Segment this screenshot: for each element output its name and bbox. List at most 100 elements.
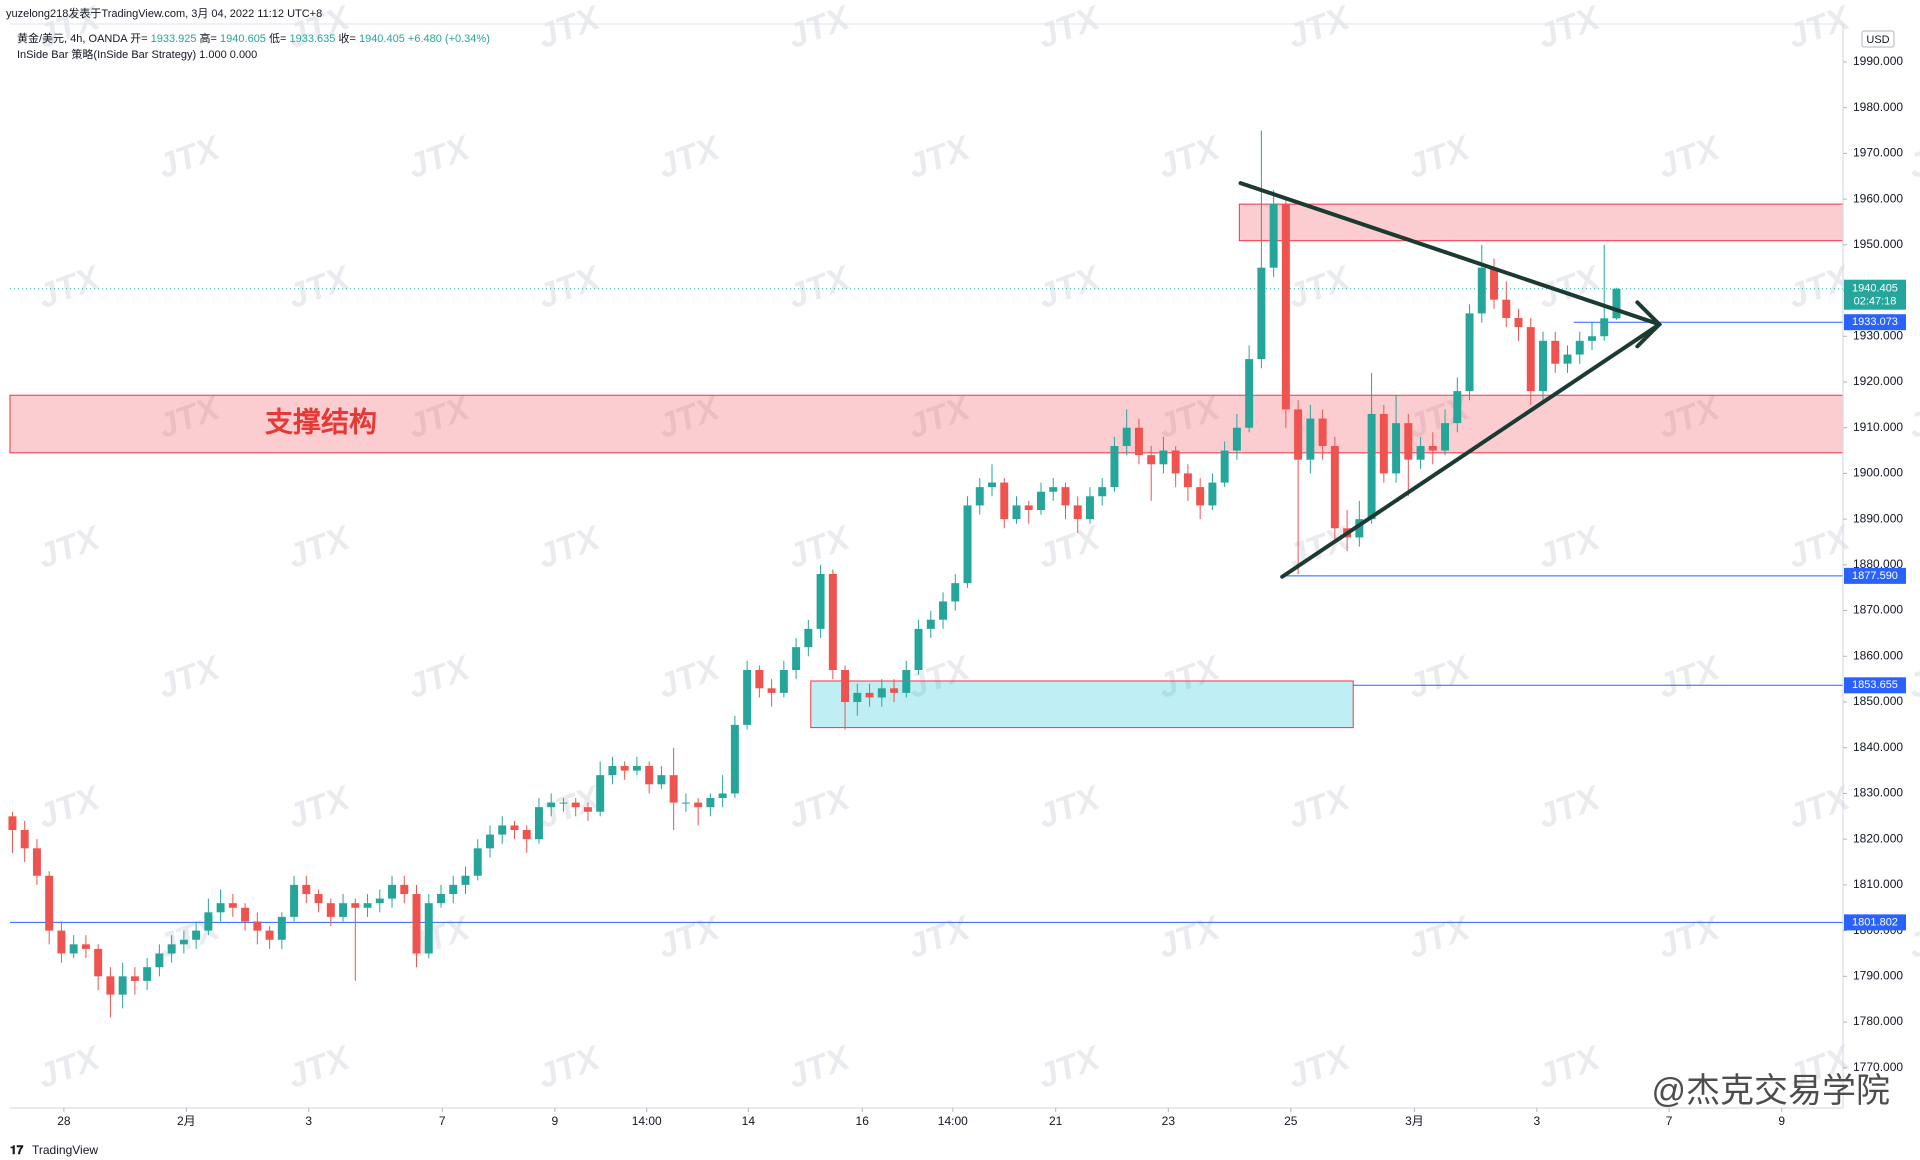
candle-body: [596, 775, 605, 812]
candle-body: [877, 688, 886, 698]
candle-body: [314, 894, 323, 904]
candle-body: [951, 583, 960, 602]
y-tick-label: 1780.000: [1853, 1014, 1903, 1028]
candle-body: [498, 825, 507, 835]
candle-body: [155, 953, 164, 968]
price-label-box: [1844, 677, 1906, 694]
y-tick-label: 1770.000: [1853, 1060, 1903, 1074]
candle-body: [449, 884, 458, 895]
price-label: 1933.073: [1852, 316, 1898, 328]
trendline: [1238, 181, 1662, 327]
candle-body: [69, 944, 78, 954]
candle-body: [1012, 505, 1021, 520]
candle-body: [804, 628, 813, 648]
y-tick-label: 1870.000: [1853, 603, 1903, 617]
y-tick-label: 1980.000: [1853, 100, 1903, 114]
price-label: 1877.590: [1852, 570, 1898, 582]
candle-body: [510, 825, 519, 831]
x-tick-label: 9: [1778, 1114, 1785, 1128]
candle-body: [1355, 519, 1364, 538]
candle-body: [143, 967, 152, 981]
y-tick-label: 1860.000: [1853, 648, 1903, 662]
x-tick-label: 14:00: [632, 1114, 662, 1128]
plot-area: 支撑结构: [8, 130, 1844, 1018]
y-tick-label: 1840.000: [1853, 740, 1903, 754]
x-tick-label: 21: [1049, 1114, 1063, 1128]
candle-body: [1000, 482, 1009, 520]
candle-body: [841, 670, 850, 703]
footer-logo: 𝟏𝟕: [10, 1143, 24, 1157]
footer: TradingView: [32, 1143, 98, 1157]
candle-body: [57, 930, 66, 954]
candle-body: [694, 802, 703, 808]
candle-body: [718, 793, 727, 799]
x-tick-label: 9: [552, 1114, 559, 1128]
price-label: 1801.802: [1852, 916, 1898, 928]
candle-body: [583, 807, 592, 812]
candle-body: [1245, 359, 1254, 428]
price-label-box: [1844, 567, 1906, 584]
x-tick-label: 25: [1284, 1114, 1298, 1128]
candle-body: [1257, 267, 1266, 360]
candle-body: [914, 628, 923, 671]
candle-body: [1600, 318, 1609, 337]
candle-body: [853, 692, 862, 703]
legend-item: 黄金/美元, 4h, OANDA: [17, 31, 128, 45]
candle-body: [1526, 327, 1535, 392]
candle-body: [473, 848, 482, 876]
y-tick-label: 1930.000: [1853, 328, 1903, 342]
author-line: yuzelong218发表于TradingView.com, 3月 04, 20…: [6, 6, 322, 20]
y-tick-label: 1970.000: [1853, 146, 1903, 160]
candle-body: [522, 830, 531, 840]
candle-body: [706, 798, 715, 808]
y-tick-label: 1900.000: [1853, 466, 1903, 480]
zone: [810, 680, 1354, 729]
candle-body: [743, 670, 752, 725]
candle-body: [1085, 496, 1094, 520]
candle-body: [1196, 487, 1205, 506]
candle-body: [1159, 450, 1168, 465]
candle-body: [400, 884, 409, 895]
candle-body: [1294, 409, 1303, 460]
candle-body: [559, 802, 568, 804]
x-tick-label: 23: [1162, 1114, 1176, 1128]
candle-body: [106, 976, 115, 995]
x-tick-label: 2月: [177, 1114, 196, 1128]
candle-body: [902, 670, 911, 693]
candle-body: [608, 766, 617, 776]
y-tick-label: 1920.000: [1853, 374, 1903, 388]
candle-body: [1024, 505, 1033, 510]
candle-body: [890, 688, 899, 693]
candle-body: [1514, 317, 1523, 328]
candle-body: [1171, 450, 1180, 474]
candle-body: [1575, 340, 1584, 355]
candle-body: [779, 670, 788, 693]
candle-body: [1379, 413, 1388, 474]
current-price-label: 1940.405: [1852, 283, 1898, 295]
legend-item: 1940.405: [359, 33, 405, 45]
y-tick-label: 1810.000: [1853, 877, 1903, 891]
candle-body: [1404, 423, 1413, 460]
legend-item: 开=: [130, 33, 147, 45]
y-tick-label: 1950.000: [1853, 237, 1903, 251]
currency: USD: [1866, 34, 1889, 46]
candle-body: [1147, 455, 1156, 465]
candle-body: [45, 875, 54, 931]
candle-body: [975, 487, 984, 506]
strategy-line: InSide Bar 策略(InSide Bar Strategy) 1.000…: [17, 47, 257, 61]
candle-body: [767, 688, 776, 693]
x-tick-label: 16: [856, 1114, 870, 1128]
x-tick-label: 28: [57, 1114, 71, 1128]
candle-body: [632, 766, 641, 771]
candle-body: [645, 766, 654, 785]
candle-body: [1392, 423, 1401, 474]
candle-body: [1551, 340, 1560, 364]
x-tick-label: 7: [439, 1114, 446, 1128]
currency-box: [1861, 30, 1895, 48]
legend-item: 低=: [269, 32, 286, 45]
candle-body: [20, 830, 29, 849]
x-tick-label: 3: [1534, 1114, 1541, 1128]
y-tick-label: 1830.000: [1853, 786, 1903, 800]
candle-body: [437, 894, 445, 904]
